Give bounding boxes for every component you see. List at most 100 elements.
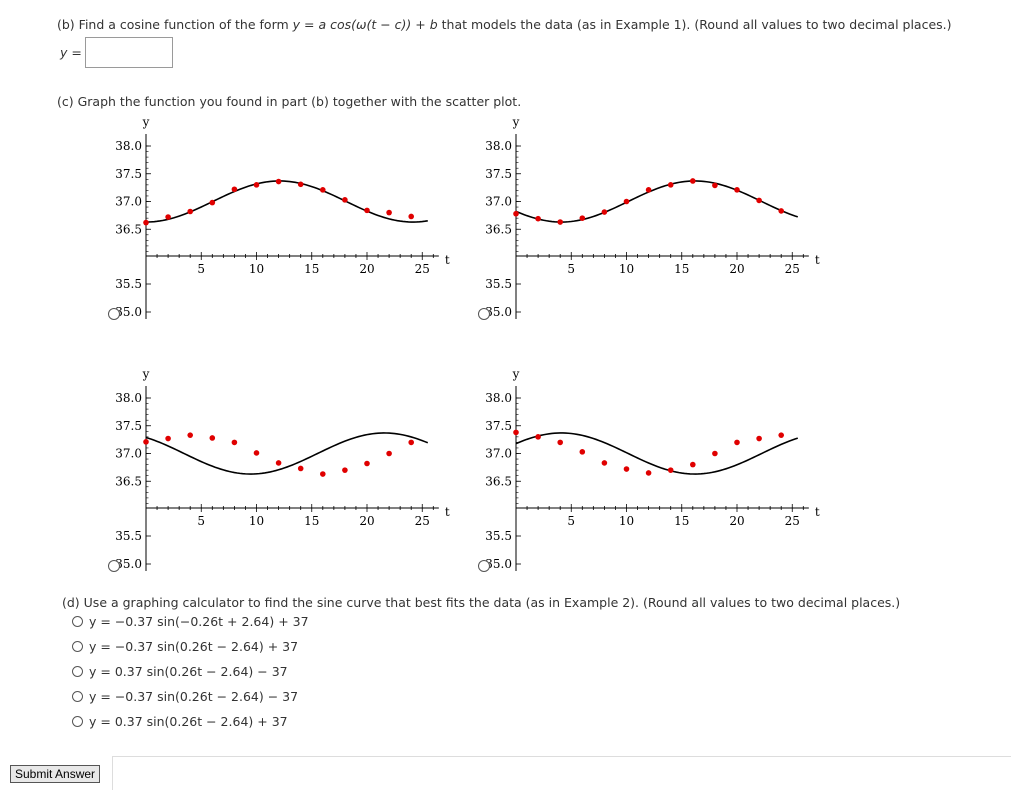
- data-point: [601, 209, 608, 215]
- data-point: [342, 197, 348, 203]
- y-tick-label: 36.5: [485, 474, 512, 488]
- y-axis-label: y: [142, 367, 150, 381]
- t-tick-label: 20: [359, 262, 374, 276]
- t-axis-label: t: [815, 505, 820, 519]
- graph-b: 5 10 15 20 25 38.0 37.5 37.0 36.5 35.5 35.0 y t: [474, 114, 820, 329]
- t-tick-label: 25: [785, 514, 800, 528]
- data-point: [253, 450, 260, 456]
- data-point: [297, 465, 304, 472]
- y-tick-label: 37.5: [485, 167, 512, 181]
- data-point: [364, 460, 370, 467]
- option-2[interactable]: y = −0.37 sin(0.26t − 2.64) + 37: [72, 639, 298, 654]
- t-tick-label: 5: [197, 262, 205, 276]
- y-tick-label: 36.5: [115, 222, 142, 236]
- data-point: [734, 187, 740, 193]
- data-point: [734, 439, 740, 446]
- t-tick-label: 10: [619, 262, 634, 276]
- data-point: [778, 208, 784, 214]
- data-point: [535, 215, 541, 222]
- t-tick-label: 10: [619, 514, 634, 528]
- data-point: [756, 435, 762, 442]
- fit-curve: [145, 432, 429, 475]
- graph-select-radio[interactable]: [478, 560, 490, 572]
- radio-4[interactable]: [72, 691, 83, 702]
- option-5-label: y = 0.37 sin(0.26t − 2.64) + 37: [89, 714, 288, 729]
- option-4-label: y = −0.37 sin(0.26t − 2.64) − 37: [89, 689, 299, 704]
- t-tick-label: 15: [674, 514, 689, 528]
- y-tick-label: 37.5: [115, 419, 142, 433]
- graph-select-radio[interactable]: [108, 308, 120, 320]
- y-axis-label: y: [512, 367, 520, 381]
- data-point: [364, 207, 370, 214]
- y-tick-label: 35.5: [115, 277, 142, 291]
- t-axis-label: t: [815, 253, 820, 267]
- data-point: [535, 434, 541, 440]
- answer-input[interactable]: [85, 37, 173, 68]
- t-tick-label: 25: [785, 262, 800, 276]
- t-tick-label: 5: [197, 514, 205, 528]
- radio-1[interactable]: [72, 616, 83, 627]
- option-1[interactable]: y = −0.37 sin(−0.26t + 2.64) + 37: [72, 614, 309, 629]
- data-point: [408, 439, 415, 446]
- data-point: [231, 439, 238, 446]
- t-tick-label: 15: [304, 514, 319, 528]
- option-3[interactable]: y = 0.37 sin(0.26t − 2.64) − 37: [72, 664, 288, 679]
- data-point: [557, 439, 563, 446]
- divider: [112, 756, 1011, 757]
- answer-label: y =: [60, 45, 82, 60]
- y-tick-label: 37.0: [485, 447, 512, 461]
- data-point: [275, 460, 282, 466]
- data-point: [386, 209, 392, 216]
- t-tick-label: 15: [674, 262, 689, 276]
- data-point: [778, 432, 784, 438]
- radio-3[interactable]: [72, 666, 83, 677]
- y-tick-label: 37.5: [485, 419, 512, 433]
- data-point: [165, 435, 171, 442]
- y-tick-label: 35.0: [115, 557, 142, 571]
- option-5[interactable]: y = 0.37 sin(0.26t − 2.64) + 37: [72, 714, 288, 729]
- submit-answer-button[interactable]: Submit Answer: [10, 765, 101, 783]
- fit-curve: [515, 432, 799, 475]
- graph-select-radio[interactable]: [108, 560, 120, 572]
- data-point: [623, 198, 630, 205]
- data-point: [408, 213, 415, 220]
- radio-5[interactable]: [72, 716, 83, 727]
- part-b-prompt-prefix: (b) Find a cosine function of the form: [57, 17, 293, 32]
- y-tick-label: 35.0: [485, 557, 512, 571]
- data-point: [187, 208, 193, 215]
- y-tick-label: 37.0: [115, 195, 142, 209]
- data-point: [386, 450, 392, 457]
- t-tick-label: 5: [567, 514, 575, 528]
- data-point: [342, 467, 348, 473]
- option-4[interactable]: y = −0.37 sin(0.26t − 2.64) − 37: [72, 689, 298, 704]
- part-b-formula: y = a cos(ω(t − c)) + b: [292, 17, 438, 32]
- data-point: [513, 210, 519, 217]
- graph-select-radio[interactable]: [478, 308, 490, 320]
- data-point: [165, 214, 171, 220]
- y-tick-label: 35.5: [115, 529, 142, 543]
- radio-2[interactable]: [72, 641, 83, 652]
- y-tick-label: 37.0: [485, 195, 512, 209]
- data-point: [557, 219, 563, 225]
- graph-c: 5 10 15 20 25 38.0 37.5 37.0 36.5 35.5 35.0 y t: [104, 366, 450, 581]
- data-point: [143, 219, 149, 226]
- t-tick-label: 15: [304, 262, 319, 276]
- t-axis-label: t: [445, 505, 450, 519]
- data-point: [690, 178, 696, 184]
- option-1-label: y = −0.37 sin(−0.26t + 2.64) + 37: [89, 614, 309, 629]
- y-tick-label: 36.5: [115, 474, 142, 488]
- data-point: [579, 215, 586, 221]
- fit-curve: [145, 180, 428, 223]
- graph-d: 5 10 15 20 25 38.0 37.5 37.0 36.5 35.5 35.0 y t: [474, 366, 820, 581]
- data-point: [320, 471, 326, 477]
- y-tick-label: 35.5: [485, 277, 512, 291]
- fit-curve: [515, 180, 799, 223]
- part-d-prompt: (d) Use a graphing calculator to find th…: [62, 595, 901, 610]
- part-c-prompt: (c) Graph the function you found in part…: [57, 94, 522, 109]
- data-point: [712, 450, 718, 457]
- data-point: [513, 429, 519, 436]
- y-tick-label: 35.0: [115, 305, 142, 319]
- y-tick-label: 35.5: [485, 529, 512, 543]
- option-2-label: y = −0.37 sin(0.26t − 2.64) + 37: [89, 639, 299, 654]
- t-tick-label: 5: [567, 262, 575, 276]
